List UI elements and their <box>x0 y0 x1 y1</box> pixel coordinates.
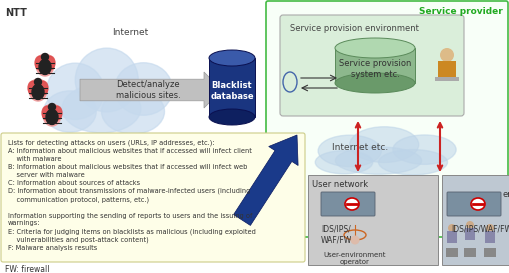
Text: Internet etc.: Internet etc. <box>331 144 387 153</box>
Text: Detect/analyze
malicious sites.: Detect/analyze malicious sites. <box>116 80 180 100</box>
Ellipse shape <box>52 106 62 120</box>
Ellipse shape <box>39 60 51 75</box>
Bar <box>484 231 494 243</box>
Ellipse shape <box>439 48 453 62</box>
Ellipse shape <box>447 224 455 232</box>
Ellipse shape <box>45 56 55 70</box>
Bar <box>463 248 475 257</box>
Text: User network: User network <box>312 180 367 189</box>
Ellipse shape <box>35 56 45 70</box>
Polygon shape <box>80 72 221 108</box>
FancyBboxPatch shape <box>446 192 500 216</box>
Ellipse shape <box>28 81 38 95</box>
FancyBboxPatch shape <box>1 133 304 262</box>
Ellipse shape <box>101 89 164 134</box>
Ellipse shape <box>35 79 41 85</box>
Ellipse shape <box>350 236 359 245</box>
Text: Lists for detecting attacks on users (URLs, IP addresses, etc.):
A: Information : Lists for detecting attacks on users (UR… <box>8 140 256 251</box>
Ellipse shape <box>392 135 455 164</box>
Bar <box>334 48 414 83</box>
Ellipse shape <box>36 54 54 76</box>
FancyArrow shape <box>233 135 298 225</box>
Ellipse shape <box>38 81 48 95</box>
Ellipse shape <box>335 147 421 174</box>
Ellipse shape <box>378 150 446 175</box>
Ellipse shape <box>41 54 48 61</box>
Ellipse shape <box>315 151 372 174</box>
Ellipse shape <box>334 38 414 58</box>
Ellipse shape <box>465 221 473 229</box>
Ellipse shape <box>29 79 47 101</box>
Ellipse shape <box>485 224 493 232</box>
Ellipse shape <box>46 63 104 119</box>
Ellipse shape <box>43 104 61 126</box>
Ellipse shape <box>209 50 254 66</box>
Ellipse shape <box>62 84 140 133</box>
Ellipse shape <box>470 198 484 210</box>
Text: IDS/IPS/
WAF/FW: IDS/IPS/ WAF/FW <box>320 225 351 244</box>
Ellipse shape <box>115 63 172 115</box>
Text: Blacklist
database: Blacklist database <box>210 81 253 101</box>
Ellipse shape <box>44 91 96 132</box>
FancyBboxPatch shape <box>279 15 463 116</box>
Bar <box>209 58 254 117</box>
Ellipse shape <box>32 85 44 99</box>
Ellipse shape <box>334 73 414 93</box>
Ellipse shape <box>75 48 138 112</box>
Bar <box>434 77 458 81</box>
Text: IDS/IPS/WAF/FW: IDS/IPS/WAF/FW <box>450 225 509 234</box>
Text: FW: firewall
WAF: web application firewall: FW: firewall WAF: web application firewa… <box>5 265 117 273</box>
Bar <box>464 228 474 240</box>
Text: User-environment
operator: User-environment operator <box>323 252 385 265</box>
Ellipse shape <box>318 135 381 167</box>
Bar <box>446 231 456 243</box>
Bar <box>437 61 455 79</box>
Text: Service provision
system etc.: Service provision system etc. <box>338 59 410 79</box>
Ellipse shape <box>349 127 418 162</box>
Text: Service provider: Service provider <box>418 7 502 16</box>
Ellipse shape <box>46 109 58 124</box>
Ellipse shape <box>209 109 254 125</box>
Text: Internet: Internet <box>111 28 148 37</box>
Bar <box>441 175 509 265</box>
Bar <box>445 248 457 257</box>
Text: NTT: NTT <box>5 8 27 18</box>
Text: Cloud
environment: Cloud environment <box>501 180 509 199</box>
Bar <box>307 175 437 265</box>
Bar <box>483 248 495 257</box>
Ellipse shape <box>344 198 358 210</box>
Ellipse shape <box>48 103 55 111</box>
FancyBboxPatch shape <box>320 192 374 216</box>
FancyBboxPatch shape <box>266 1 507 237</box>
Text: Service provision environment: Service provision environment <box>290 24 418 33</box>
Ellipse shape <box>42 106 52 120</box>
